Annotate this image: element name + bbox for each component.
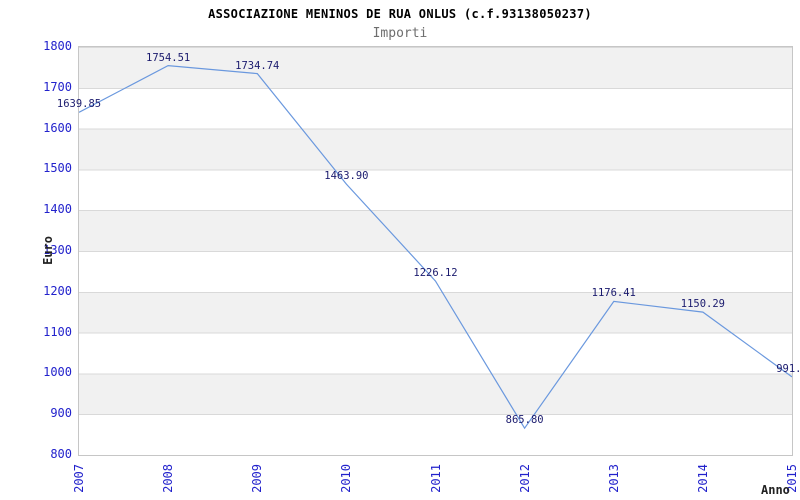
data-point-label: 1150.29 [680,298,726,311]
data-point-label: 991.4 [776,362,800,375]
y-tick-label: 1800 [43,39,72,53]
x-tick-label: 2010 [339,464,354,493]
y-axis-title: Euro [41,236,55,265]
data-point-label: 1754.51 [145,51,191,64]
y-tick-label: 1100 [43,324,72,339]
x-tick-label: 2011 [428,464,443,493]
x-axis-title: Anno [761,483,790,497]
y-tick-label: 1500 [43,161,72,176]
y-tick-label: 1200 [43,283,72,298]
line-series-svg [79,64,792,430]
x-tick-label: 2008 [161,464,176,493]
x-tick-label: 2012 [517,464,532,493]
plot-area [78,46,793,456]
x-tick-label: 2009 [250,464,265,493]
data-point-label: 1734.74 [235,59,280,72]
x-tick-label: 2007 [72,464,86,493]
y-tick-label: 800 [50,447,72,461]
chart-title: ASSOCIAZIONE MENINOS DE RUA ONLUS (c.f.9… [208,7,592,21]
x-tick-label: 2014 [695,464,710,493]
chart-subtitle: Importi [372,26,428,41]
y-tick-label: 1600 [43,120,72,135]
y-tick-label: 1000 [43,365,72,380]
data-point-label: 865.80 [505,414,544,427]
y-tick-label: 1700 [43,79,72,94]
data-point-label: 1226.12 [413,267,458,280]
data-point-label: 1463.90 [324,170,369,183]
y-tick-label: 1300 [43,243,72,257]
data-point-label: 1639.85 [56,98,102,111]
y-tick-label: 1400 [43,202,72,217]
data-line [79,64,792,430]
data-point-label: 1176.41 [591,287,636,300]
y-tick-label: 900 [50,406,72,421]
x-tick-label: 2013 [606,464,621,493]
